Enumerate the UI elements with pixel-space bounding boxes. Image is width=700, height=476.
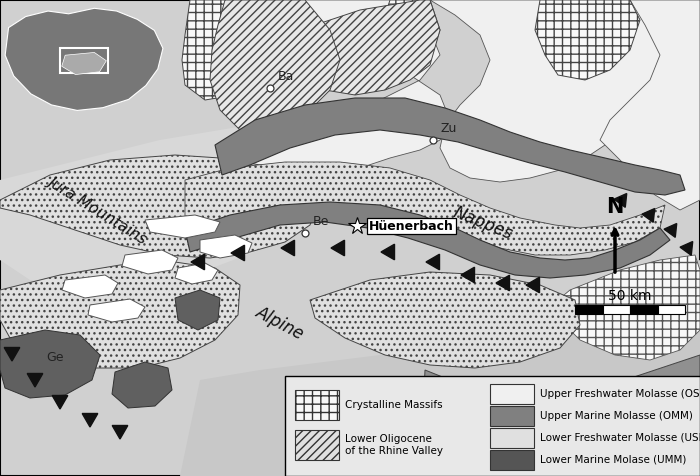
Text: Ge: Ge bbox=[46, 351, 64, 364]
Polygon shape bbox=[62, 52, 106, 75]
Polygon shape bbox=[5, 8, 163, 110]
Text: N: N bbox=[606, 197, 624, 217]
Bar bbox=[657, 305, 685, 314]
Polygon shape bbox=[0, 330, 100, 398]
Polygon shape bbox=[420, 355, 700, 476]
Polygon shape bbox=[112, 362, 172, 408]
Polygon shape bbox=[310, 272, 580, 368]
Polygon shape bbox=[0, 120, 380, 290]
Bar bbox=[630, 305, 657, 314]
Polygon shape bbox=[382, 0, 440, 75]
Text: Lower Freshwater Molasse (USM): Lower Freshwater Molasse (USM) bbox=[540, 433, 700, 443]
Polygon shape bbox=[535, 0, 640, 80]
Bar bbox=[285, 376, 700, 476]
Text: Upper Freshwater Molasse (OSM): Upper Freshwater Molasse (OSM) bbox=[540, 389, 700, 399]
Text: Upper Marine Molasse (OMM): Upper Marine Molasse (OMM) bbox=[540, 411, 693, 421]
Text: Nappes: Nappes bbox=[451, 204, 515, 244]
Polygon shape bbox=[175, 0, 450, 230]
Text: Ba: Ba bbox=[277, 70, 294, 83]
Bar bbox=[295, 390, 339, 420]
Text: Be: Be bbox=[312, 215, 329, 228]
Polygon shape bbox=[62, 275, 118, 298]
Polygon shape bbox=[175, 290, 220, 330]
Polygon shape bbox=[0, 155, 320, 258]
Bar bbox=[490, 450, 534, 470]
Polygon shape bbox=[200, 235, 252, 258]
Polygon shape bbox=[185, 162, 665, 255]
Text: Jura Mountains: Jura Mountains bbox=[46, 173, 150, 246]
Polygon shape bbox=[215, 98, 685, 195]
Polygon shape bbox=[88, 299, 145, 322]
Polygon shape bbox=[210, 0, 340, 135]
Polygon shape bbox=[600, 0, 700, 210]
Bar bbox=[603, 305, 630, 314]
Polygon shape bbox=[430, 0, 680, 182]
Text: Hüenerbach: Hüenerbach bbox=[369, 219, 454, 233]
Polygon shape bbox=[185, 202, 670, 278]
Bar bbox=[490, 428, 534, 448]
Polygon shape bbox=[122, 250, 178, 274]
Text: 50 km: 50 km bbox=[608, 289, 652, 303]
Bar bbox=[575, 305, 603, 314]
Polygon shape bbox=[0, 262, 240, 368]
Text: Alpine: Alpine bbox=[253, 304, 307, 344]
Text: Crystalline Massifs: Crystalline Massifs bbox=[345, 400, 442, 410]
Text: Lower Marine Molase (UMM): Lower Marine Molase (UMM) bbox=[540, 455, 687, 465]
Polygon shape bbox=[145, 215, 220, 238]
Bar bbox=[60, 49, 108, 73]
Polygon shape bbox=[180, 260, 700, 476]
Polygon shape bbox=[295, 0, 440, 95]
Polygon shape bbox=[182, 0, 300, 100]
Polygon shape bbox=[558, 255, 700, 360]
Bar bbox=[295, 430, 339, 460]
Text: Zu: Zu bbox=[440, 122, 457, 135]
Text: Lower Oligocene
of the Rhine Valley: Lower Oligocene of the Rhine Valley bbox=[345, 434, 443, 456]
Bar bbox=[490, 406, 534, 426]
Bar bbox=[490, 384, 534, 404]
Polygon shape bbox=[175, 263, 218, 284]
